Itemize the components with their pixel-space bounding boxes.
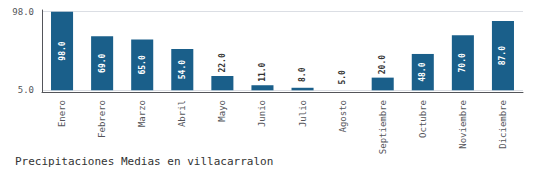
- svg-text:Julio: Julio: [298, 100, 308, 127]
- svg-text:Octubre: Octubre: [418, 100, 428, 138]
- svg-text:69.0: 69.0: [98, 53, 107, 72]
- svg-text:8.0: 8.0: [298, 67, 307, 82]
- svg-text:98.0: 98.0: [58, 41, 67, 60]
- svg-text:22.0: 22.0: [218, 53, 227, 72]
- svg-text:Junio: Junio: [257, 100, 267, 127]
- svg-text:Precipitaciones Medias en vill: Precipitaciones Medias en villacarralon: [15, 155, 273, 168]
- svg-text:Marzo: Marzo: [137, 100, 147, 127]
- svg-text:5.0: 5.0: [338, 70, 347, 85]
- svg-text:Febrero: Febrero: [97, 100, 107, 138]
- svg-text:65.0: 65.0: [138, 55, 147, 74]
- svg-text:20.0: 20.0: [378, 55, 387, 74]
- svg-text:87.0: 87.0: [498, 46, 507, 65]
- svg-text:Mayo: Mayo: [217, 100, 227, 122]
- svg-text:98.0: 98.0: [12, 7, 34, 17]
- svg-text:Septiembre: Septiembre: [378, 100, 388, 154]
- svg-text:70.0: 70.0: [458, 53, 467, 72]
- svg-text:11.0: 11.0: [258, 62, 267, 81]
- svg-text:Noviembre: Noviembre: [458, 100, 468, 149]
- svg-text:Abril: Abril: [177, 100, 187, 127]
- svg-text:Diciembre: Diciembre: [498, 100, 508, 149]
- svg-text:Enero: Enero: [57, 100, 67, 127]
- svg-text:48.0: 48.0: [418, 62, 427, 81]
- svg-text:54.0: 54.0: [178, 60, 187, 79]
- svg-text:5.0: 5.0: [18, 85, 34, 95]
- svg-text:Agosto: Agosto: [338, 100, 348, 133]
